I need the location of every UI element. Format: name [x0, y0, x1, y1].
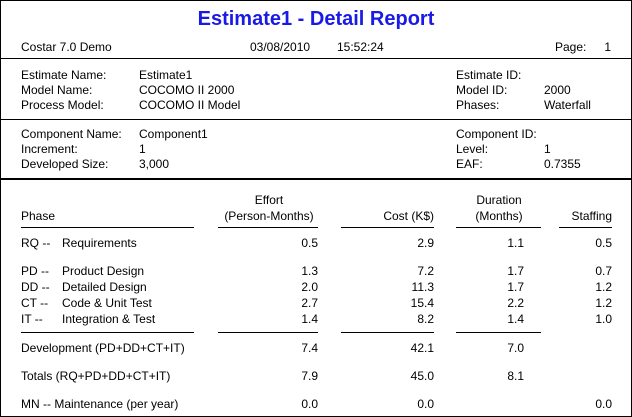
phase-code: CT --	[21, 296, 49, 310]
development-cost: 42.1	[410, 341, 434, 355]
developed-size-label: Developed Size:	[21, 157, 109, 171]
header-duration-line2: (Months)	[475, 209, 523, 223]
divider-header	[1, 58, 631, 59]
estimate-name-label: Estimate Name:	[21, 68, 107, 82]
cost-value: 8.2	[417, 312, 434, 326]
staffing-value: 1.2	[595, 280, 612, 294]
staffing-value: 0.7	[595, 264, 612, 278]
duration-value: 2.2	[507, 296, 524, 310]
model-name-value: COCOMO II 2000	[139, 83, 235, 97]
phase-code: IT --	[21, 312, 43, 326]
cost-value: 15.4	[410, 296, 434, 310]
cost-value: 7.2	[417, 264, 434, 278]
totals-cost: 45.0	[410, 369, 434, 383]
effort-value: 2.7	[301, 296, 318, 310]
divider-component	[1, 178, 631, 180]
estimate-name-value: Estimate1	[139, 68, 193, 82]
development-duration: 7.0	[507, 341, 524, 355]
phase-name: Requirements	[62, 236, 137, 250]
phases-value: Waterfall	[544, 98, 591, 112]
level-value: 1	[544, 142, 551, 156]
page-label: Page:	[555, 40, 587, 54]
duration-value: 1.7	[507, 280, 524, 294]
header-effort-line2: (Person-Months)	[224, 209, 314, 223]
header-duration-line1: Duration	[476, 193, 522, 207]
maintenance-label: MN -- Maintenance (per year)	[21, 397, 179, 411]
phase-name: Detailed Design	[62, 280, 147, 294]
subtotal-underline-cost	[341, 332, 434, 333]
staffing-value: 0.5	[595, 236, 612, 250]
phase-code: RQ --	[21, 236, 51, 250]
header-underline-cost	[341, 227, 434, 228]
maintenance-cost: 0.0	[417, 397, 434, 411]
cost-value: 2.9	[417, 236, 434, 250]
report-title: Estimate1 - Detail Report	[197, 8, 435, 30]
subtotal-underline-phase	[21, 332, 194, 333]
effort-value: 0.5	[301, 236, 318, 250]
component-id-label: Component ID:	[456, 127, 537, 141]
level-label: Level:	[456, 142, 489, 156]
effort-value: 1.4	[301, 312, 318, 326]
header-underline-phase	[21, 227, 194, 228]
phase-name: Integration & Test	[62, 312, 156, 326]
phase-code: PD --	[21, 264, 49, 278]
phases-label: Phases:	[456, 98, 500, 112]
model-id-value: 2000	[544, 83, 571, 97]
process-model-value: COCOMO II Model	[139, 98, 241, 112]
increment-value: 1	[139, 142, 146, 156]
component-name-value: Component1	[139, 127, 208, 141]
staffing-value: 1.0	[595, 312, 612, 326]
report-date: 03/08/2010	[250, 40, 311, 54]
subtotal-underline-duration	[456, 332, 541, 333]
eaf-value: 0.7355	[544, 157, 581, 171]
effort-value: 2.0	[301, 280, 318, 294]
report-time: 15:52:24	[337, 40, 384, 54]
duration-value: 1.7	[507, 264, 524, 278]
effort-value: 1.3	[301, 264, 318, 278]
phase-code: DD --	[21, 280, 50, 294]
development-label: Development (PD+DD+CT+IT)	[21, 341, 185, 355]
duration-value: 1.4	[507, 312, 524, 326]
development-effort: 7.4	[301, 341, 318, 355]
phase-name: Code & Unit Test	[62, 296, 152, 310]
cost-value: 11.3	[411, 280, 434, 294]
estimate-id-label: Estimate ID:	[456, 68, 522, 82]
divider-estimate	[1, 119, 631, 120]
maintenance-staffing: 0.0	[595, 397, 612, 411]
process-model-label: Process Model:	[21, 98, 104, 112]
page-number: 1	[604, 40, 611, 54]
header-underline-staffing	[559, 227, 612, 228]
maintenance-effort: 0.0	[301, 397, 318, 411]
subtotal-underline-effort	[218, 332, 318, 333]
component-name-label: Component Name:	[21, 127, 122, 141]
app-name: Costar 7.0 Demo	[21, 40, 112, 54]
model-id-label: Model ID:	[456, 83, 508, 97]
totals-label: Totals (RQ+PD+DD+CT+IT)	[21, 369, 171, 383]
totals-effort: 7.9	[301, 369, 318, 383]
eaf-label: EAF:	[456, 157, 483, 171]
totals-duration: 8.1	[507, 369, 524, 383]
duration-value: 1.1	[507, 236, 524, 250]
increment-label: Increment:	[21, 142, 78, 156]
header-effort-line1: Effort	[254, 193, 284, 207]
header-underline-duration	[456, 227, 541, 228]
header-phase: Phase	[21, 209, 56, 223]
header-staffing: Staffing	[571, 209, 612, 223]
staffing-value: 1.2	[595, 296, 612, 310]
phase-name: Product Design	[62, 264, 145, 278]
developed-size-value: 3,000	[139, 157, 170, 171]
header-cost: Cost (K$)	[383, 209, 434, 223]
model-name-label: Model Name:	[21, 83, 93, 97]
header-underline-effort	[218, 227, 318, 228]
